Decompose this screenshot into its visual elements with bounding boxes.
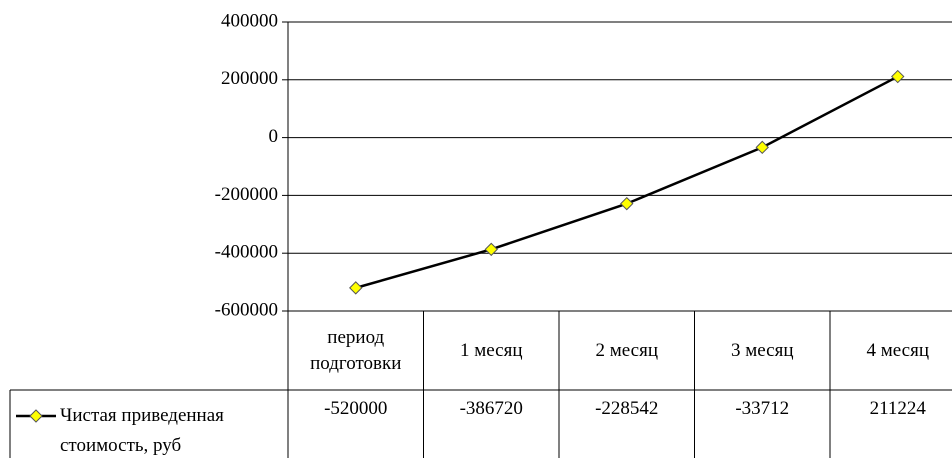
table-value: -33712: [735, 398, 790, 419]
category-label: 4 месяц: [866, 339, 930, 361]
table-value: -520000: [324, 398, 388, 419]
y-tick-label: 400000: [221, 10, 278, 31]
data-point: [349, 281, 363, 295]
data-point: [620, 196, 634, 211]
table-value: 211224: [869, 398, 926, 419]
table-value: -386720: [459, 398, 523, 419]
legend-label: Чистая приведенная стоимость, руб: [60, 405, 224, 456]
y-tick-label: 0: [269, 126, 279, 147]
data-point: [755, 140, 769, 155]
category-label: 2 месяц: [595, 339, 659, 361]
category-label: 1 месяц: [459, 339, 523, 361]
y-tick-label: -200000: [215, 184, 278, 205]
table-value: -228542: [595, 398, 659, 419]
category-label: период подготовки: [310, 326, 402, 374]
y-tick-label: 200000: [221, 68, 278, 89]
category-label: 3 месяц: [730, 339, 794, 361]
y-tick-label: -600000: [215, 299, 278, 320]
data-point: [484, 242, 498, 257]
y-tick-label: -400000: [215, 242, 278, 263]
data-point: [891, 69, 905, 84]
series-line: [355, 75, 899, 290]
legend-marker: [29, 409, 43, 423]
